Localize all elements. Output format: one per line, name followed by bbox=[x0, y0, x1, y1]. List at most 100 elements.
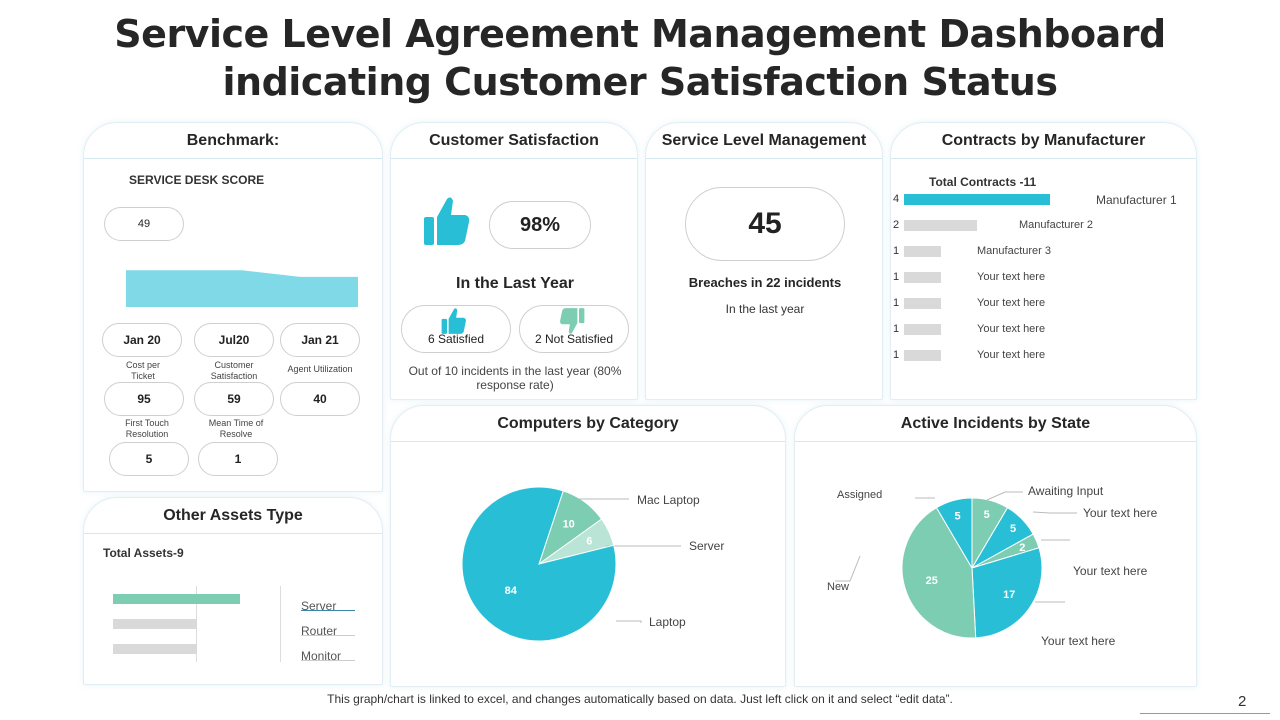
contracts-bar-value: 1 bbox=[893, 271, 900, 283]
contracts-bar-value: 2 bbox=[893, 219, 900, 231]
contracts-bar bbox=[904, 272, 941, 283]
satisfaction-note: Out of 10 incidents in the last year (80… bbox=[408, 364, 622, 392]
assets-bar bbox=[113, 594, 240, 604]
score-area-chart bbox=[126, 270, 358, 307]
incidents-card: Active Incidents by State 5 Awaiting Inpu… bbox=[794, 405, 1197, 687]
contracts-bar-label: Your text here bbox=[977, 349, 1046, 361]
label-cost-per-ticket: Cost per Ticket bbox=[125, 360, 160, 381]
pie-leader-line bbox=[616, 620, 642, 623]
pie-value-label: 84 bbox=[505, 585, 518, 597]
pie-category-label: Your text here bbox=[1073, 564, 1148, 578]
pie-category-label: Server bbox=[689, 539, 724, 553]
thumbs-down-icon bbox=[560, 308, 585, 334]
label-mean-time-resolve: Mean Time of Resolve bbox=[208, 418, 264, 439]
title-line-1: Service Level Agreement Management Dashb… bbox=[114, 12, 1166, 56]
pie-slice bbox=[971, 547, 1043, 639]
contracts-bar bbox=[904, 246, 941, 257]
score-area bbox=[126, 270, 358, 307]
contracts-card: Contracts by Manufacturer Total Contract… bbox=[890, 122, 1197, 400]
satisfied-label: 6 Satisfied bbox=[427, 332, 485, 346]
benchmark-card: Benchmark: SERVICE DESK SCORE 49 Jan 20 … bbox=[83, 122, 383, 492]
pie-leader-line bbox=[986, 491, 1023, 501]
other-assets-header: Other Assets Type bbox=[84, 498, 382, 534]
value-first-touch-resolution: 5 bbox=[109, 442, 189, 476]
contracts-header: Contracts by Manufacturer bbox=[891, 123, 1196, 159]
pie-value-label: 6 bbox=[586, 536, 592, 548]
page-title: Service Level Agreement Management Dashb… bbox=[0, 10, 1280, 106]
other-assets-card: Other Assets Type Total Assets-9 Server R… bbox=[83, 497, 383, 685]
pie-slice bbox=[901, 507, 977, 639]
assets-legend-label: Router bbox=[301, 624, 338, 638]
contracts-bar-chart: 4 Manufacturer 1 2 Manufacturer 2 1 Manufactu… bbox=[891, 123, 1196, 399]
assets-bar-chart: Server Router Monitor bbox=[84, 498, 382, 684]
pie-category-label: Mac Laptop bbox=[637, 493, 700, 507]
customer-satisfaction-card: Customer Satisfaction 98% In the Last Ye… bbox=[390, 122, 638, 400]
assets-legend-label: Monitor bbox=[301, 649, 342, 663]
value-mean-time-resolve: 1 bbox=[198, 442, 278, 476]
assets-legend-divider bbox=[280, 586, 281, 662]
computers-pie-chart: 10 Mac Laptop 6 Server 84 Laptop bbox=[461, 486, 724, 642]
computers-card: Computers by Category 10 Mac Laptop 6 Serve… bbox=[390, 405, 786, 687]
contracts-bar-label: Manufacturer 3 bbox=[977, 245, 1051, 257]
value-agent-utilization: 40 bbox=[280, 382, 360, 416]
contracts-bar-value: 1 bbox=[893, 297, 900, 309]
page-number: 2 bbox=[1238, 693, 1247, 710]
pie-value-label: 5 bbox=[955, 510, 961, 522]
value-customer-satisfaction: 59 bbox=[194, 382, 274, 416]
satisfaction-percent-pill: 98% bbox=[489, 201, 591, 249]
breaches-label: Breaches in 22 incidents bbox=[688, 275, 842, 290]
label-agent-utilization: Agent Utilization bbox=[287, 364, 353, 374]
contracts-bar-value: 4 bbox=[893, 193, 900, 205]
date-pill-3: Jan 21 bbox=[280, 323, 360, 357]
pie-category-label: Assigned bbox=[837, 489, 882, 501]
pie-leader-line bbox=[835, 555, 861, 582]
pie-category-label: New bbox=[827, 581, 849, 593]
contracts-bar-label: Manufacturer 2 bbox=[1019, 219, 1093, 231]
title-line-2: indicating Customer Satisfaction Status bbox=[222, 60, 1058, 104]
contracts-bar-value: 1 bbox=[893, 245, 900, 257]
service-period-label: In the last year bbox=[725, 302, 805, 316]
label-customer-satisfaction: Customer Satisfaction bbox=[210, 360, 258, 381]
page-number-rule bbox=[1140, 713, 1270, 714]
assets-legend-label: Server bbox=[301, 599, 337, 613]
value-cost-per-ticket: 95 bbox=[104, 382, 184, 416]
contracts-bar-label: Your text here bbox=[977, 271, 1046, 283]
service-level-header: Service Level Management bbox=[646, 123, 882, 159]
pie-category-label: Awaiting Input bbox=[1028, 484, 1104, 498]
thumbs-up-small-icon bbox=[441, 308, 466, 334]
contracts-bar bbox=[904, 324, 941, 335]
pie-value-label: 25 bbox=[926, 575, 938, 587]
pie-category-label: Laptop bbox=[649, 615, 686, 629]
service-desk-score-label: SERVICE DESK SCORE bbox=[129, 173, 265, 187]
pie-value-label: 5 bbox=[984, 509, 990, 521]
pie-category-label: Your text here bbox=[1083, 506, 1158, 520]
assets-bar bbox=[113, 619, 197, 629]
contracts-bar-label: Your text here bbox=[977, 323, 1046, 335]
date-pill-2: Jul20 bbox=[194, 323, 274, 357]
thumbs-up-icon bbox=[424, 197, 470, 245]
pie-category-label: Your text here bbox=[1041, 634, 1116, 648]
contracts-bar-value: 1 bbox=[893, 323, 900, 335]
assets-legend-line bbox=[301, 660, 355, 661]
assets-legend-line bbox=[301, 610, 355, 611]
service-level-card: Service Level Management 45 Breaches in … bbox=[645, 122, 883, 400]
total-assets-label: Total Assets-9 bbox=[103, 546, 184, 560]
contracts-bar bbox=[904, 350, 941, 361]
footer-note: This graph/chart is linked to excel, and… bbox=[327, 692, 953, 706]
contracts-bar-label: Your text here bbox=[977, 297, 1046, 309]
not-satisfied-label: 2 Not Satisfied bbox=[534, 332, 614, 346]
contracts-bar bbox=[904, 220, 977, 231]
date-pill-1: Jan 20 bbox=[102, 323, 182, 357]
total-contracts-label: Total Contracts -11 bbox=[929, 175, 1037, 189]
pie-slice bbox=[935, 497, 973, 570]
contracts-bar-label: Manufacturer 1 bbox=[1096, 193, 1177, 207]
assets-bar bbox=[113, 644, 197, 654]
pie-value-label: 17 bbox=[1003, 589, 1015, 601]
service-level-value-pill: 45 bbox=[685, 187, 845, 261]
customer-satisfaction-header: Customer Satisfaction bbox=[391, 123, 637, 159]
pie-value-label: 5 bbox=[1010, 523, 1016, 535]
contracts-bar bbox=[904, 298, 941, 309]
incidents-header: Active Incidents by State bbox=[795, 406, 1196, 442]
pie-slice bbox=[461, 486, 617, 642]
contracts-bar bbox=[904, 194, 1050, 205]
